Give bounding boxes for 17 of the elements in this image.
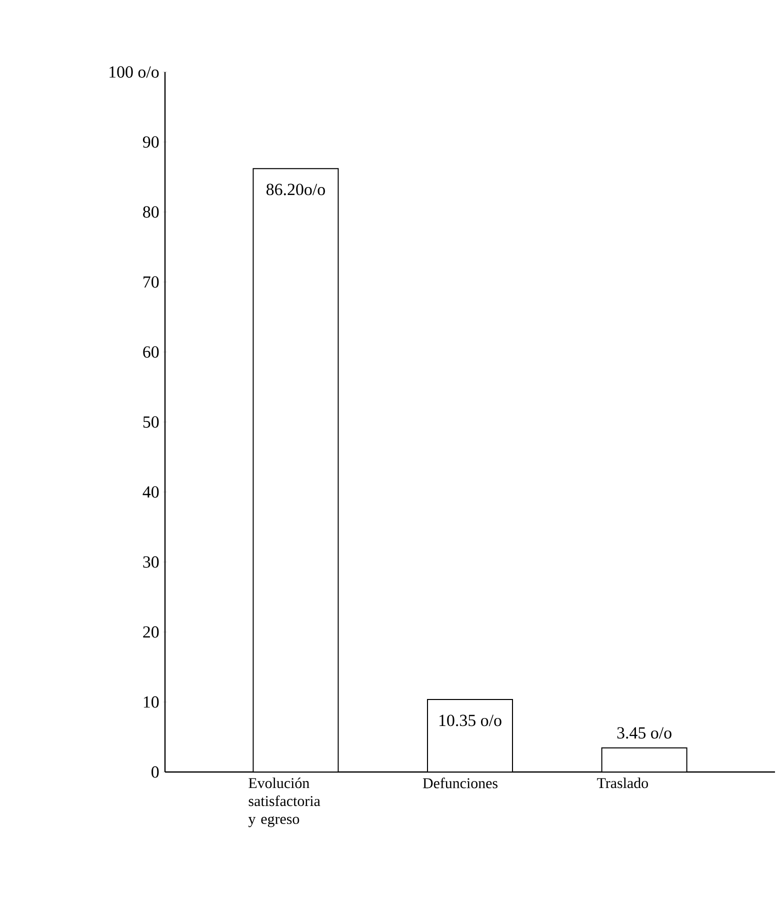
y-tick-label: 90	[142, 136, 159, 148]
y-tick-label: 30	[143, 556, 159, 568]
data-label: 3.45 o/o	[617, 727, 672, 739]
y-tick-label: 70	[144, 276, 159, 288]
y-tick-label: 0	[152, 766, 159, 778]
y-tick-label: 40	[142, 486, 159, 498]
y-tick-label: 100 o/o	[110, 66, 159, 78]
y-tick-label: 80	[143, 206, 159, 218]
x-tick-label: Defunciones	[422, 778, 498, 788]
x-tick-label: Evolución satisfactoria y egreso	[248, 778, 320, 828]
data-label: 86.20o/o	[266, 184, 325, 196]
y-tick-label: 10	[144, 696, 159, 708]
y-tick-label: 50	[143, 416, 159, 428]
y-tick-label: 60	[143, 346, 159, 358]
y-tick-label: 20	[143, 626, 159, 638]
x-tick-label: Traslado	[597, 778, 648, 788]
data-label: 10.35 o/o	[439, 714, 502, 726]
